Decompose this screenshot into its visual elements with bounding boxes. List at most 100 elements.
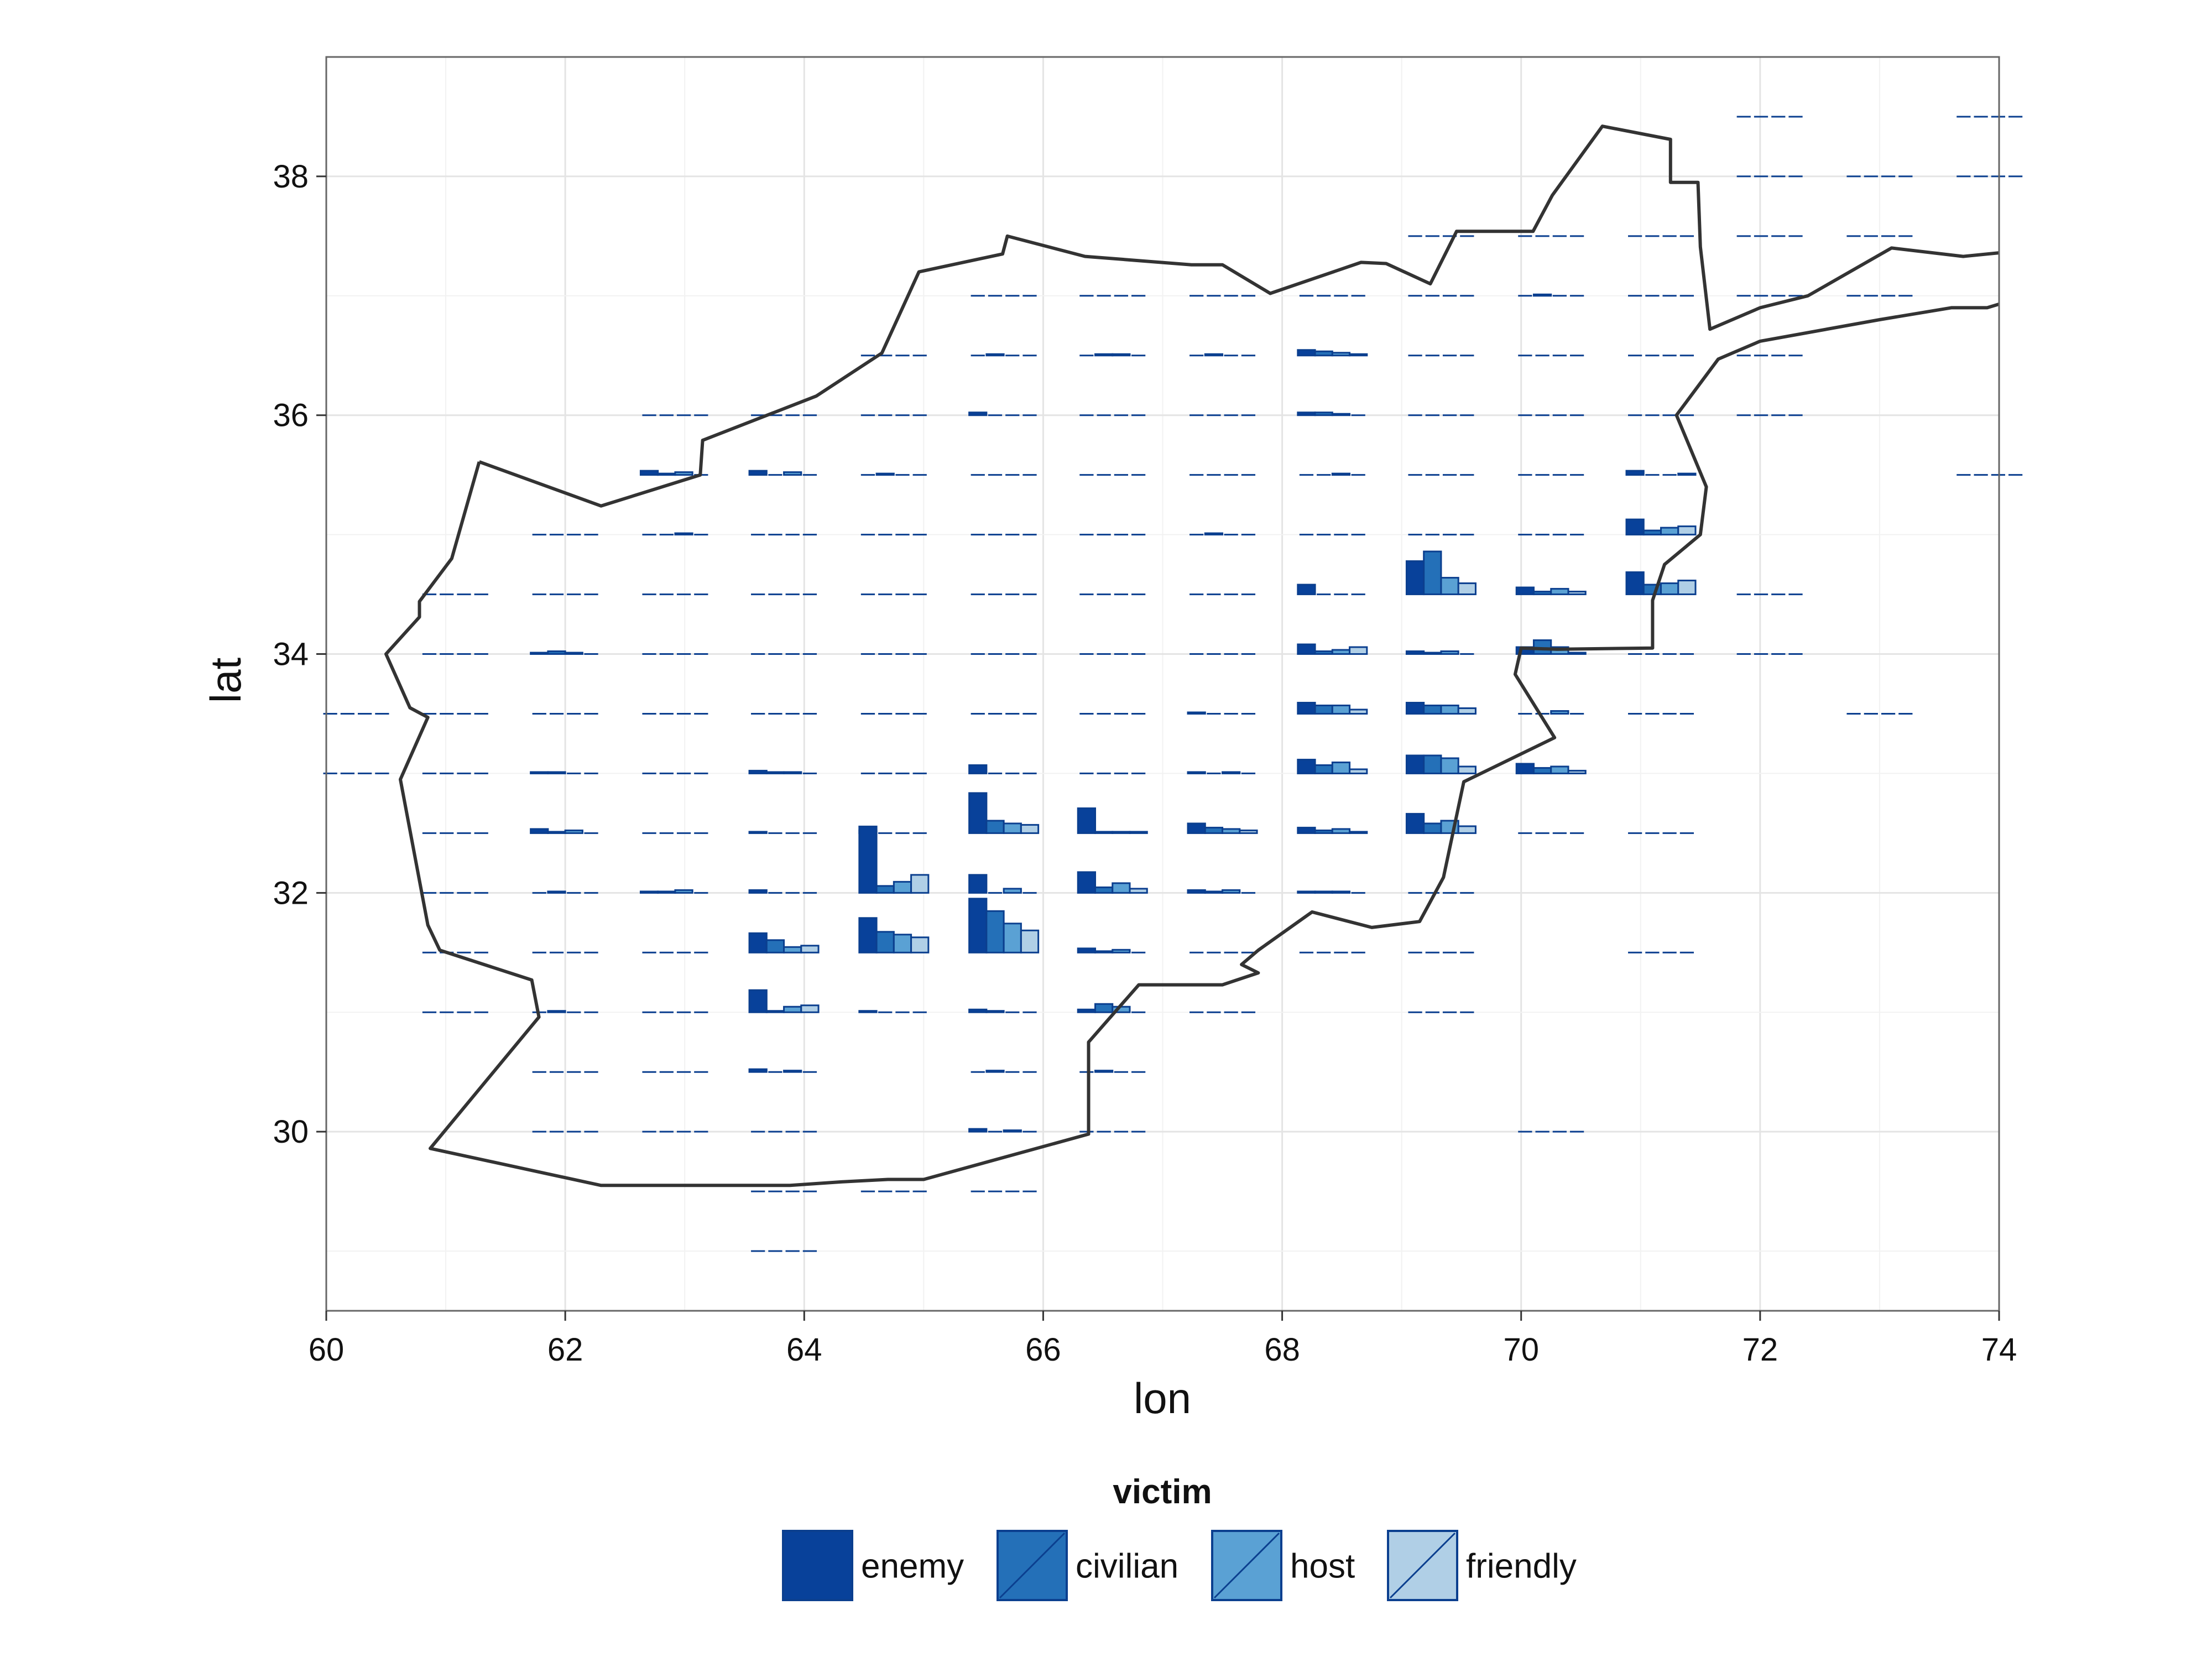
glyph-bar-civilian xyxy=(1642,529,1662,536)
glyph-bar-host xyxy=(1440,757,1459,774)
glyph-cell xyxy=(1297,890,1365,894)
legend-swatch-diagonal xyxy=(1389,1532,1456,1599)
glyph-cell xyxy=(1297,701,1368,715)
glyph-bar-civilian xyxy=(1423,652,1442,655)
glyph-cell xyxy=(968,874,1037,894)
glyph-cell xyxy=(1187,822,1258,834)
glyph-bar-friendly xyxy=(1129,888,1148,894)
glyph-bar-civilian xyxy=(547,831,566,834)
glyph-cell xyxy=(1625,470,1697,476)
glyph-bar-friendly xyxy=(1457,825,1477,834)
glyph-bar-friendly xyxy=(910,936,930,954)
glyph-bar-host xyxy=(783,771,802,774)
glyph-cell xyxy=(1405,650,1474,655)
y-tick-label: 38 xyxy=(273,159,309,195)
glyph-bar-enemy xyxy=(1077,947,1096,954)
glyph-cell xyxy=(1187,889,1256,894)
glyph-cell xyxy=(968,792,1040,834)
glyph-bar-civilian xyxy=(985,910,1005,954)
glyph-cell xyxy=(1297,411,1365,416)
glyph-cell xyxy=(858,917,930,954)
glyph-bar-civilian xyxy=(547,1010,566,1013)
legend-label-civilian: civilian xyxy=(1076,1548,1178,1586)
glyph-bar-enemy xyxy=(1077,1008,1096,1013)
glyph-cell xyxy=(639,889,708,894)
glyph-bar-host xyxy=(1331,472,1351,476)
legend-title: victim xyxy=(1113,1473,1212,1511)
glyph-bar-civilian xyxy=(985,1070,1005,1073)
glyph-bar-host xyxy=(1440,577,1459,596)
glyph-bar-host xyxy=(1112,882,1131,894)
glyph-bar-civilian xyxy=(1204,826,1224,834)
glyph-bar-civilian xyxy=(547,771,566,774)
glyph-cell xyxy=(858,1010,927,1013)
glyph-bar-friendly xyxy=(1349,831,1368,834)
glyph-bar-friendly xyxy=(1677,472,1697,476)
glyph-bar-host xyxy=(1003,888,1022,894)
glyph-bar-enemy xyxy=(1297,758,1316,774)
glyph-bar-civilian xyxy=(1314,764,1333,774)
glyph-bar-host xyxy=(1222,828,1241,834)
legend-item-civilian: civilian xyxy=(997,1530,1178,1601)
glyph-cell xyxy=(968,764,1037,774)
glyph-bar-enemy xyxy=(858,825,878,894)
glyph-bar-host xyxy=(783,471,802,476)
glyph-bar-enemy xyxy=(748,1068,768,1073)
glyph-bar-enemy xyxy=(1405,650,1425,655)
glyph-cell xyxy=(1190,532,1256,536)
glyph-bar-enemy xyxy=(530,828,549,834)
glyph-bar-friendly xyxy=(1457,582,1477,596)
y-tick-label: 30 xyxy=(273,1114,309,1150)
glyph-bar-host xyxy=(1112,353,1131,357)
legend-swatch-diagonal xyxy=(1213,1532,1280,1599)
glyph-bar-friendly xyxy=(1457,765,1477,774)
axes: 60 62 64 66 68 70 72 74 30 32 34 36 38 xyxy=(273,56,2017,1368)
glyph-bar-enemy xyxy=(1297,643,1316,655)
glyph-bar-enemy xyxy=(1515,586,1535,596)
glyph-bar-civilian xyxy=(1314,411,1333,416)
glyph-bar-host xyxy=(674,471,693,476)
glyph-cell xyxy=(1077,947,1146,954)
glyph-bar-enemy xyxy=(1297,701,1316,715)
glyph-bar-friendly xyxy=(1677,525,1697,536)
glyph-cell xyxy=(1405,701,1477,715)
glyph-bar-friendly xyxy=(910,874,930,894)
glyph-bar-civilian xyxy=(1204,353,1224,357)
glyph-bar-friendly xyxy=(1020,824,1040,834)
glyph-bar-host xyxy=(1331,761,1351,774)
glyph-bar-enemy xyxy=(1625,571,1645,596)
glyph-bar-host xyxy=(1331,649,1351,655)
glyph-cell xyxy=(530,828,598,834)
glyph-bar-host xyxy=(564,829,583,834)
glyph-bar-civilian xyxy=(1094,353,1114,357)
glyph-cell xyxy=(1299,472,1365,476)
glyph-bar-civilian xyxy=(765,1010,785,1013)
legend-swatch-diagonal xyxy=(999,1532,1066,1599)
y-tick-label: 34 xyxy=(273,637,309,673)
glyph-cell xyxy=(968,1008,1037,1013)
glyph-bar-enemy xyxy=(1187,822,1206,834)
glyph-cell xyxy=(748,831,817,834)
glyph-bar-enemy xyxy=(968,1128,988,1133)
glyph-cell xyxy=(1515,763,1587,774)
glyph-cell xyxy=(642,532,708,536)
glyph-cell xyxy=(532,890,598,894)
glyph-bar-enemy xyxy=(639,470,659,476)
glyph-cell xyxy=(1190,353,1256,357)
glyph-bar-host xyxy=(1112,949,1131,954)
legend-swatch-enemy xyxy=(782,1530,853,1601)
legend-label-host: host xyxy=(1290,1548,1355,1586)
glyph-cell xyxy=(1518,710,1584,715)
x-axis-title: lon xyxy=(1134,1374,1191,1423)
glyph-bar-host xyxy=(1660,582,1679,596)
glyph-bar-enemy xyxy=(748,470,768,476)
glyph-bar-host xyxy=(783,1070,802,1073)
glyph-bar-enemy xyxy=(748,932,768,954)
glyph-bar-enemy xyxy=(1187,771,1206,774)
glyph-cell xyxy=(1187,771,1256,774)
glyph-bar-enemy xyxy=(968,1008,988,1013)
glyph-bar-civilian xyxy=(1094,886,1114,894)
glyph-bar-friendly xyxy=(800,1004,820,1013)
glyph-cell xyxy=(1077,807,1148,834)
